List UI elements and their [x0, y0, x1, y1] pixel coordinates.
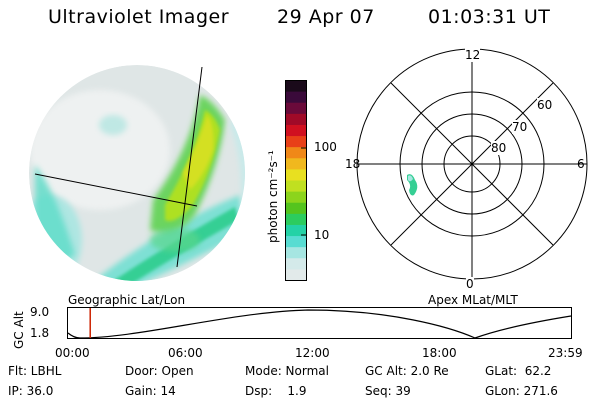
colorbar-cell — [285, 147, 307, 159]
mlt-label-bottom: 0 — [466, 277, 474, 291]
info-gcalt: GC Alt: 2.0 Re — [365, 364, 449, 378]
caption-apex: Apex MLat/MLT — [428, 293, 518, 307]
colorbar-cell — [285, 91, 307, 104]
colorbar-cell — [285, 258, 307, 270]
info-door: Door: Open — [125, 364, 194, 378]
colorbar-cell — [285, 158, 307, 170]
colorbar-cell — [285, 269, 307, 281]
colorbar-cell — [285, 102, 307, 115]
date-label: 29 Apr 07 — [277, 6, 375, 28]
altitude-curve — [67, 309, 572, 339]
xtick-1800: 18:00 — [422, 346, 457, 360]
altitude-ytick-low: 1.8 — [30, 326, 50, 340]
colorbar-cell — [285, 80, 307, 93]
info-filter: Flt: LBHL — [8, 364, 62, 378]
altitude-plot — [67, 307, 572, 339]
info-glat: GLat: 62.2 — [485, 364, 552, 378]
mlt-label-top: 12 — [465, 48, 481, 62]
xtick-0600: 06:00 — [168, 346, 203, 360]
colorbar-cell — [285, 124, 307, 137]
xtick-1200: 12:00 — [295, 346, 330, 360]
mlt-label-left: 18 — [345, 157, 361, 171]
altitude-plot-frame — [67, 307, 572, 339]
colorbar-cell — [285, 169, 307, 181]
polar-diagonal-2 — [390, 82, 554, 246]
info-glon: GLon: 271.6 — [485, 384, 558, 398]
xtick-2359: 23:59 — [548, 346, 583, 360]
info-ip: IP: 36.0 — [8, 384, 54, 398]
polar-grid-plot — [356, 48, 588, 280]
geographic-image — [29, 65, 245, 281]
info-seq: Seq: 39 — [365, 384, 411, 398]
colorbar-cell — [285, 213, 307, 226]
colorbar-cell — [285, 236, 307, 248]
grid-line-lon — [176, 66, 203, 268]
colorbar-unit-label: photon cm⁻²s⁻¹ — [266, 150, 280, 243]
colorbar-cell — [285, 180, 307, 193]
colorbar-cell — [285, 202, 307, 215]
colorbar — [285, 80, 307, 281]
caption-geographic: Geographic Lat/Lon — [68, 293, 186, 307]
xtick-0000: 00:00 — [55, 346, 90, 360]
colorbar-cell — [285, 136, 307, 148]
lat-label-60: 60 — [537, 98, 553, 112]
info-mode: Mode: Normal — [245, 364, 329, 378]
lat-label-70: 70 — [512, 120, 528, 134]
colorbar-cell — [285, 191, 307, 204]
app-title: Ultraviolet Imager — [48, 6, 230, 28]
info-gain: Gain: 14 — [125, 384, 176, 398]
mlt-label-right: 6 — [577, 157, 585, 171]
colorbar-cell — [285, 224, 307, 237]
colorbar-cell — [285, 247, 307, 259]
colorbar-tick-label-100: 100 — [314, 140, 337, 154]
altitude-ytick-high: 9.0 — [30, 305, 50, 319]
colorbar-tick-label-10: 10 — [314, 228, 330, 242]
lat-label-80: 80 — [491, 141, 507, 155]
time-label: 01:03:31 UT — [428, 6, 551, 28]
grid-line-lat — [34, 173, 198, 207]
info-dsp: Dsp: 1.9 — [245, 384, 307, 398]
colorbar-cell — [285, 113, 307, 126]
altitude-ylabel: GC Alt — [12, 311, 26, 349]
